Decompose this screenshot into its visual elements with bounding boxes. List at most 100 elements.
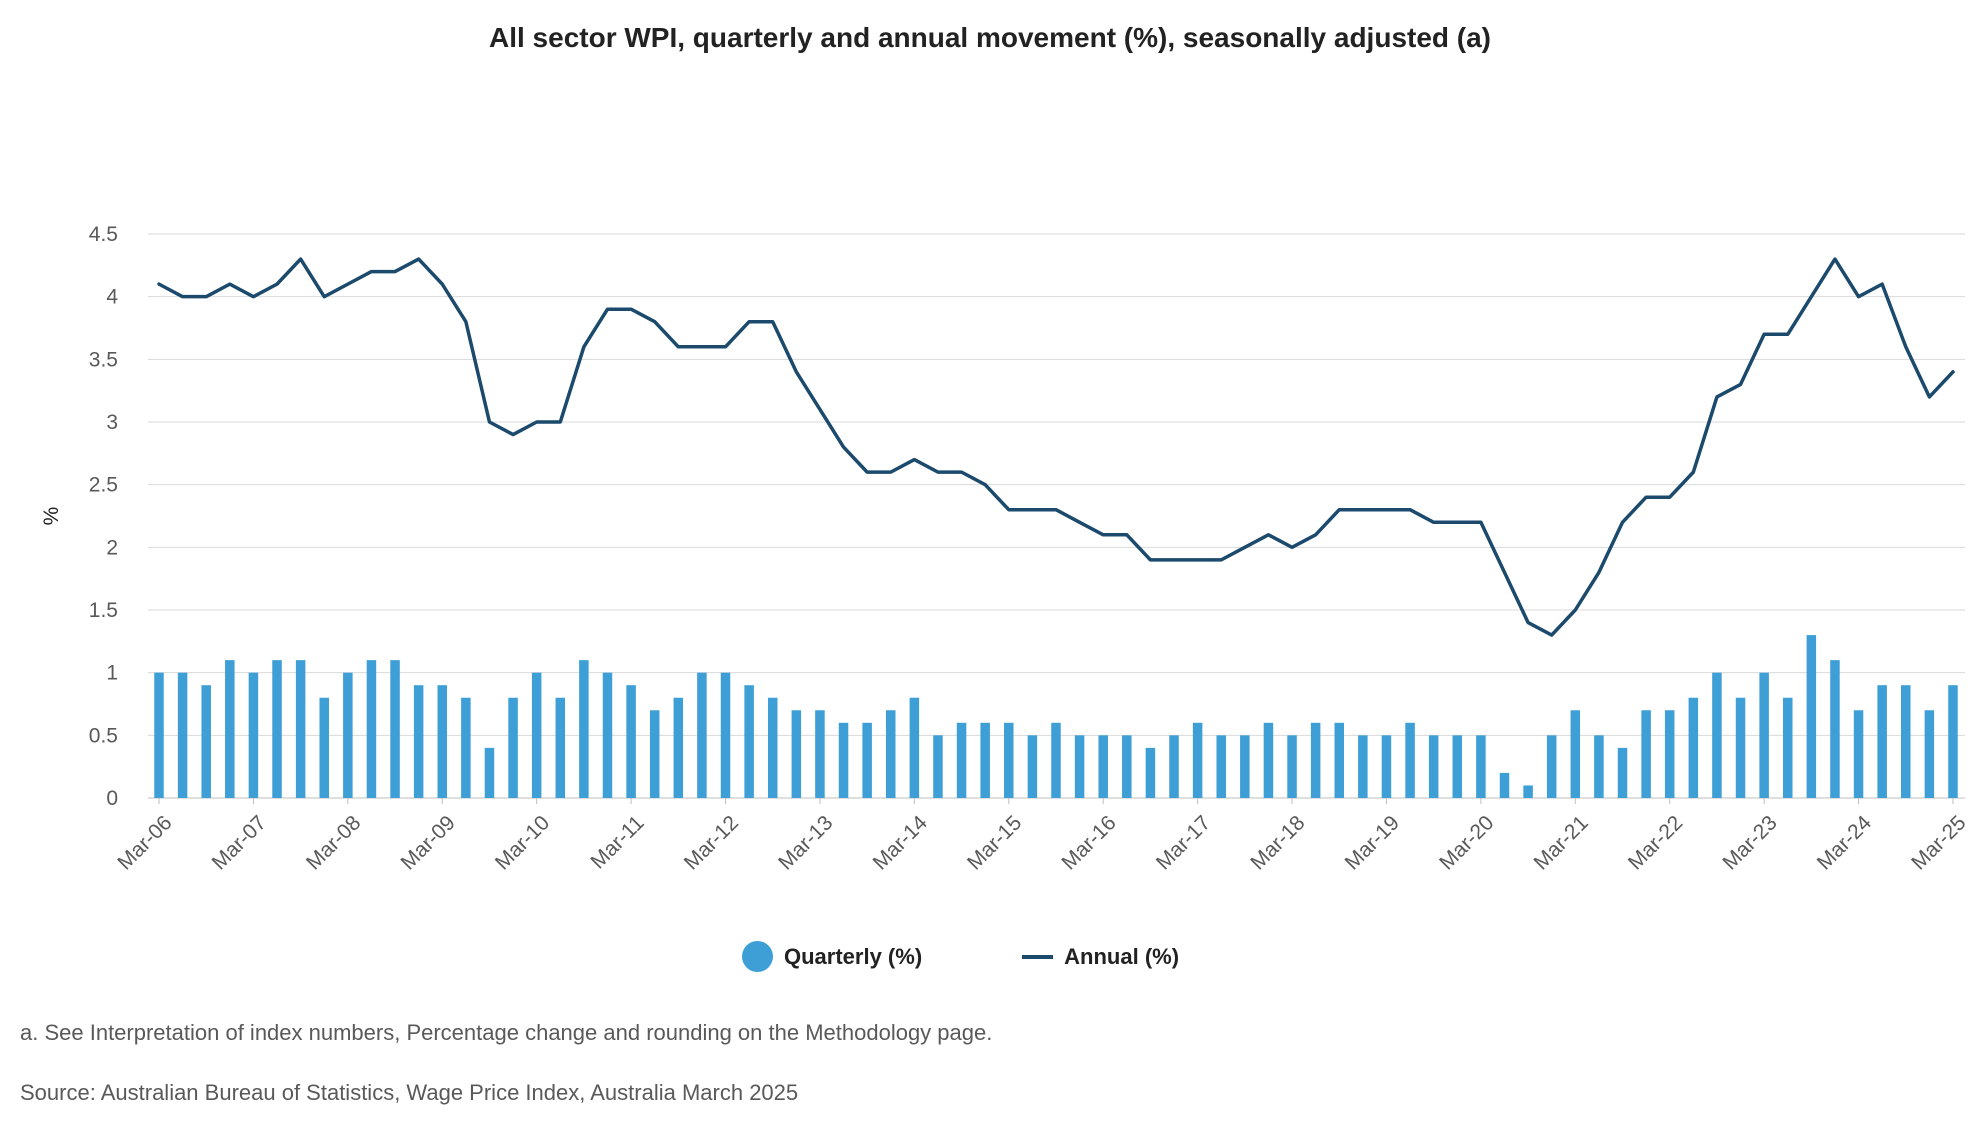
quarterly-bar	[177, 672, 188, 798]
quarterly-bar	[1310, 722, 1321, 798]
annual-series-line	[157, 257, 1955, 637]
quarterly-bar	[1027, 735, 1038, 798]
quarterly-bar	[1735, 697, 1746, 798]
y-tick-label: 4.5	[89, 223, 118, 246]
quarterly-bar	[933, 735, 943, 798]
x-tick-label: Mar-19	[1341, 811, 1404, 874]
legend-label-quarterly: Quarterly (%)	[784, 943, 923, 969]
quarterly-bar	[225, 660, 235, 798]
quarterly-bar	[366, 660, 377, 798]
quarterly-bar	[720, 672, 731, 798]
quarterly-bar	[649, 710, 660, 798]
quarterly-bar	[1074, 735, 1085, 798]
quarterly-bar	[1901, 685, 1911, 798]
quarterly-bar	[1334, 722, 1344, 798]
quarterly-bar	[1358, 735, 1368, 798]
quarterly-bar	[1428, 735, 1439, 798]
y-tick-label: 3.5	[89, 348, 118, 371]
x-tick-label: Mar-07	[208, 811, 271, 874]
quarterly-bar	[1240, 735, 1250, 798]
quarterly-bar	[1405, 722, 1415, 798]
x-tick-label: Mar-18	[1246, 811, 1309, 874]
quarterly-bar	[1570, 710, 1581, 798]
quarterly-bar	[579, 660, 589, 798]
source-note: Source: Australian Bureau of Statistics,…	[20, 1080, 799, 1105]
quarterly-bar	[602, 672, 613, 798]
quarterly-bar	[909, 697, 920, 798]
quarterly-bar	[1381, 735, 1392, 798]
quarterly-bar	[508, 697, 518, 798]
quarterly-bar	[980, 722, 990, 798]
quarterly-bar	[343, 672, 353, 798]
quarterly-bar	[1216, 735, 1226, 798]
x-tick-label: Mar-25	[1907, 811, 1970, 874]
footnote: a. See Interpretation of index numbers, …	[20, 1020, 993, 1045]
quarterly-bar	[319, 697, 329, 798]
quarterly-bar	[791, 710, 802, 798]
quarterly-bar	[1617, 747, 1628, 798]
quarterly-bar	[838, 722, 849, 798]
x-tick-label: Mar-12	[680, 811, 743, 874]
quarterly-bar	[744, 685, 754, 798]
quarterly-bar	[1476, 735, 1486, 798]
legend-item-quarterly[interactable]: Quarterly (%)	[742, 941, 922, 972]
x-tick-label: Mar-20	[1435, 811, 1498, 874]
y-tick-label: 4	[106, 286, 118, 309]
legend-item-annual[interactable]: Annual (%)	[1022, 944, 1179, 970]
annual-marker-icon	[1022, 954, 1054, 959]
quarterly-bar	[1712, 672, 1722, 798]
quarterly-bar	[1098, 735, 1108, 798]
annual-line	[157, 257, 1955, 637]
quarterly-bar	[555, 697, 566, 798]
quarterly-bar	[956, 722, 967, 798]
quarterly-bar	[1806, 635, 1817, 798]
quarterly-bar	[295, 660, 306, 798]
y-tick-label: 2	[106, 536, 118, 559]
x-tick-label: Mar-08	[302, 811, 365, 874]
quarterly-bar	[1830, 660, 1840, 798]
quarterly-bar	[484, 747, 495, 798]
x-tick-label: Mar-24	[1813, 811, 1877, 875]
quarterly-bar	[1263, 722, 1274, 798]
quarterly-bar	[815, 710, 825, 798]
quarterly-bar	[626, 685, 636, 798]
quarterly-bar	[1004, 722, 1014, 798]
quarterly-bar	[1688, 697, 1699, 798]
quarterly-bar	[1546, 735, 1557, 798]
quarterly-bar	[1782, 697, 1793, 798]
x-tick-label: Mar-15	[963, 811, 1026, 874]
quarterly-bar	[531, 672, 542, 798]
quarterly-bar	[1641, 710, 1651, 798]
x-tick-label: Mar-11	[586, 811, 648, 873]
quarterly-bar	[886, 710, 896, 798]
y-axis-ticks: 0 0.5 1 1.5 2 2.5 3 3.5 4 4.5	[89, 223, 119, 810]
quarterly-bar	[248, 672, 259, 798]
quarterly-bar	[1924, 710, 1935, 798]
quarterly-bar	[413, 685, 424, 798]
x-tick-label: Mar-14	[869, 811, 933, 875]
quarterly-bar	[1287, 735, 1297, 798]
x-tick-label: Mar-06	[113, 811, 176, 874]
quarterly-bar	[697, 672, 707, 798]
x-tick-label: Mar-10	[491, 811, 554, 874]
y-tick-label: 1	[106, 662, 118, 685]
quarterly-bar	[862, 722, 872, 798]
y-axis-label: %	[40, 507, 63, 526]
quarterly-bar	[154, 672, 164, 798]
y-tick-label: 1.5	[89, 599, 118, 622]
y-tick-label: 2.5	[89, 474, 118, 497]
quarterly-bar	[437, 685, 448, 798]
quarterly-bar	[1169, 735, 1179, 798]
quarterly-bar	[673, 697, 684, 798]
x-tick-label: Mar-21	[1530, 811, 1593, 874]
quarterly-bar	[1145, 747, 1156, 798]
quarterly-bar	[1948, 685, 1958, 798]
quarterly-bar	[1192, 722, 1203, 798]
x-tick-label: Mar-22	[1624, 811, 1687, 874]
chart-title: All sector WPI, quarterly and annual mov…	[488, 22, 1492, 53]
quarterly-bar	[767, 697, 778, 798]
x-tick-label: Mar-17	[1152, 811, 1215, 874]
legend-label-annual: Annual (%)	[1064, 943, 1180, 969]
quarterly-bar	[272, 660, 282, 798]
